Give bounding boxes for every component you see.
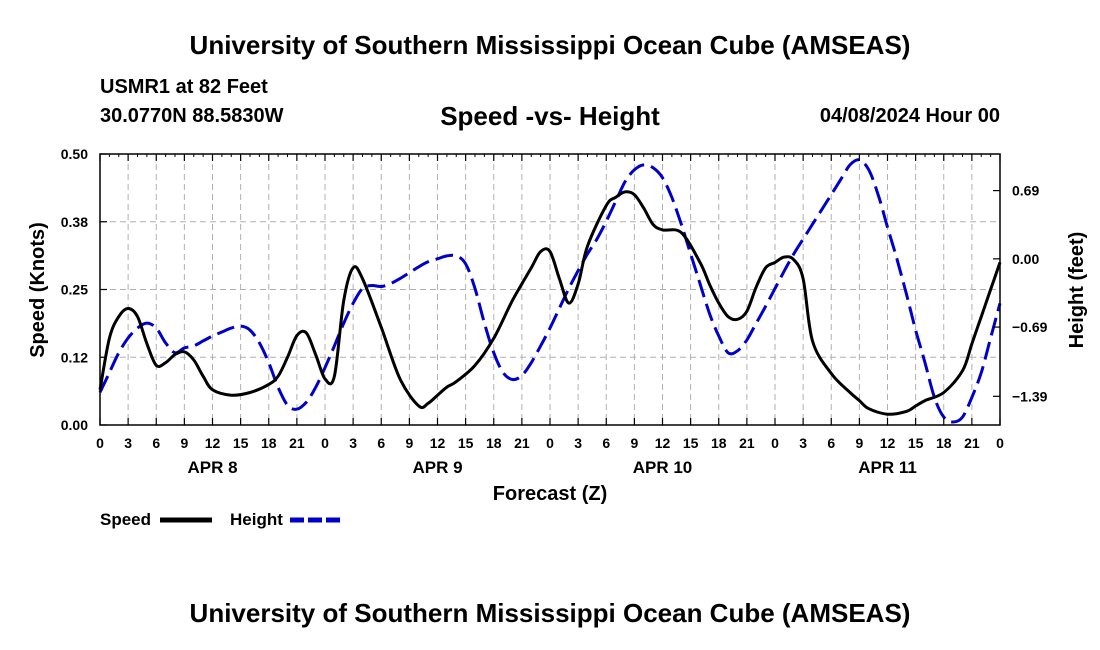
day-label: APR 10: [633, 458, 693, 477]
y-right-tick-label: 0.69: [1012, 183, 1039, 199]
x-tick-label: 21: [964, 435, 980, 451]
y-left-tick-label: 0.12: [61, 349, 88, 365]
speed-line: [98, 190, 1002, 416]
y-left-tick-label: 0.00: [61, 417, 88, 433]
axis-ticks: [99, 153, 1001, 426]
y-axis-right-title: Height (feet): [1066, 232, 1088, 349]
x-tick-label: 9: [180, 435, 188, 451]
x-tick-label: 9: [855, 435, 863, 451]
x-tick-label: 12: [655, 435, 671, 451]
y-axis-left-title: Speed (Knots): [27, 222, 49, 358]
footer-title: University of Southern Mississippi Ocean…: [189, 598, 911, 628]
x-tick-label: 18: [486, 435, 502, 451]
x-tick-label: 15: [233, 435, 249, 451]
x-tick-label: 18: [711, 435, 727, 451]
x-tick-label: 21: [739, 435, 755, 451]
x-tick-label: 3: [799, 435, 807, 451]
x-tick-label: 6: [827, 435, 835, 451]
x-tick-label: 0: [96, 435, 104, 451]
x-tick-label: 9: [630, 435, 638, 451]
x-tick-label: 15: [683, 435, 699, 451]
station-label: USMR1 at 82 Feet: [100, 76, 268, 98]
legend-speed-label: Speed: [100, 510, 151, 529]
legend-height-label: Height: [230, 510, 283, 529]
x-tick-label: 0: [321, 435, 329, 451]
day-label: APR 9: [412, 458, 462, 477]
y-left-tick-label: 0.38: [61, 214, 88, 230]
x-tick-label: 6: [152, 435, 160, 451]
x-tick-label: 0: [546, 435, 554, 451]
x-tick-label: 3: [124, 435, 132, 451]
run-time-label: 04/08/2024 Hour 00: [819, 105, 1000, 127]
height-line: [98, 158, 1002, 424]
y-left-tick-label: 0.25: [61, 282, 88, 298]
x-tick-label: 12: [205, 435, 221, 451]
day-label: APR 11: [858, 458, 917, 477]
x-tick-label: 21: [289, 435, 305, 451]
x-tick-label: 6: [602, 435, 610, 451]
x-tick-label: 6: [377, 435, 385, 451]
x-tick-label: 15: [458, 435, 474, 451]
x-tick-label: 0: [771, 435, 779, 451]
coordinates-label: 30.0770N 88.5830W: [100, 105, 284, 127]
x-tick-label: 9: [405, 435, 413, 451]
x-tick-label: 21: [514, 435, 530, 451]
x-tick-label: 12: [430, 435, 446, 451]
day-label: APR 8: [187, 458, 237, 477]
x-tick-label: 18: [936, 435, 952, 451]
y-left-tick-label: 0.50: [61, 146, 88, 162]
x-tick-label: 12: [880, 435, 896, 451]
y-right-tick-label: −0.69: [1012, 319, 1048, 335]
y-right-tick-label: 0.00: [1012, 251, 1039, 267]
x-tick-label: 15: [908, 435, 924, 451]
grid: [100, 154, 1000, 425]
chart-title: Speed -vs- Height: [440, 101, 660, 131]
legend: Speed Height: [100, 510, 342, 529]
main-title: University of Southern Mississippi Ocean…: [189, 30, 911, 60]
x-tick-label: 3: [349, 435, 357, 451]
series-lines: [98, 158, 1002, 424]
x-tick-label: 3: [574, 435, 582, 451]
y-right-tick-label: −1.39: [1012, 388, 1048, 404]
x-tick-label: 18: [261, 435, 277, 451]
axis-labels: 0 3 6 9 12 15 18 21 0 3 6 9 12 15 18 21 0 3 6 9 12 15 18 21 0 3 6 9…: [61, 146, 1048, 477]
x-tick-label: 0: [996, 435, 1004, 451]
x-axis-title: Forecast (Z): [493, 483, 607, 505]
